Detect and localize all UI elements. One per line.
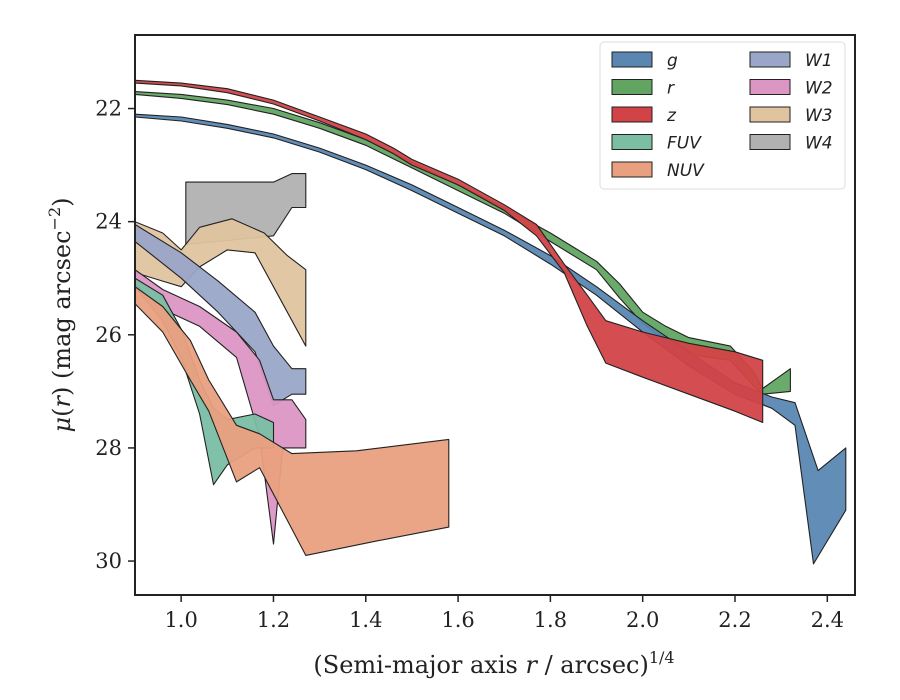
x-tick-label: 1.0 xyxy=(164,608,197,632)
y-axis-label-exponent: −2 xyxy=(45,207,64,231)
legend-swatch-w3 xyxy=(750,107,790,122)
x-tick-label: 2.0 xyxy=(626,608,659,632)
y-axis-label-unit: ) (mag arcsec xyxy=(48,230,76,396)
x-tick-label: 1.2 xyxy=(257,608,290,632)
legend-swatch-w4 xyxy=(750,135,790,150)
legend-swatch-w1 xyxy=(750,52,790,67)
legend-label-w3: W3 xyxy=(805,106,833,126)
legend-swatch-w2 xyxy=(750,80,790,95)
x-axis: 1.0 1.2 1.4 1.6 1.8 2.0 2.2 2.4 xyxy=(164,595,844,632)
x-tick-label: 2.4 xyxy=(811,608,844,632)
x-axis-label-open: (Semi-major axis xyxy=(313,651,525,679)
legend: grz FUV NUV W1 W2 W3 W4 xyxy=(600,42,845,189)
x-axis-label: (Semi-major axis r / arcsec)1/4 xyxy=(313,648,674,679)
y-axis-label-paren-open: ( xyxy=(48,408,76,417)
x-axis-label-exponent: 1/4 xyxy=(649,648,675,667)
chart-canvas: 1.0 1.2 1.4 1.6 1.8 2.0 2.2 2.4 22 24 26 28 30 (Sem… xyxy=(0,0,900,700)
legend-label-w4: W4 xyxy=(805,134,833,154)
legend-swatch-z xyxy=(612,107,652,122)
legend-label-w1: W1 xyxy=(805,51,833,71)
y-tick-label: 24 xyxy=(95,210,122,234)
legend-label-g: g xyxy=(667,51,678,71)
legend-label-w2: W2 xyxy=(805,79,833,99)
y-axis-label-mu: μ xyxy=(48,417,76,433)
legend-label-fuv: FUV xyxy=(667,134,702,154)
legend-swatch-nuv xyxy=(612,162,652,177)
legend-label-r: r xyxy=(667,79,675,99)
x-tick-label: 1.8 xyxy=(534,608,567,632)
x-tick-label: 1.6 xyxy=(441,608,474,632)
y-axis-label-paren-close: ) xyxy=(48,197,76,206)
legend-swatch-g xyxy=(612,52,652,67)
legend-label-nuv: NUV xyxy=(667,161,705,181)
y-tick-label: 30 xyxy=(95,549,122,573)
x-axis-label-unit: / arcsec) xyxy=(537,651,649,679)
y-tick-label: 26 xyxy=(95,323,122,347)
y-tick-label: 28 xyxy=(95,436,122,460)
y-axis-label: μ(r) (mag arcsec−2) xyxy=(45,197,76,432)
y-axis: 22 24 26 28 30 xyxy=(95,97,135,574)
x-tick-label: 2.2 xyxy=(718,608,751,632)
legend-swatch-fuv xyxy=(612,135,652,150)
y-tick-label: 22 xyxy=(95,97,122,121)
x-tick-label: 1.4 xyxy=(349,608,382,632)
legend-swatch-r xyxy=(612,80,652,95)
legend-label-z: z xyxy=(666,106,677,126)
